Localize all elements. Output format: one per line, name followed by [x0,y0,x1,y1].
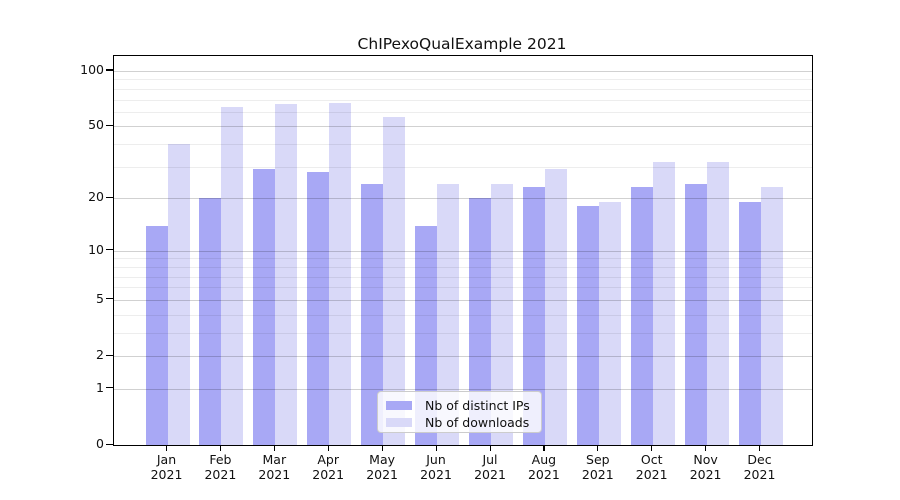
major-gridline [114,299,812,301]
x-tick [327,445,329,451]
bar-distinct-ips-nov [684,184,707,445]
y-tick-label: 50 [88,117,104,133]
bar-downloads-apr [329,103,352,445]
legend-swatch-downloads [386,418,412,427]
x-tick-label: Jul 2021 [474,452,506,482]
major-gridline [114,356,812,357]
minor-gridline [114,258,812,260]
minor-gridline [114,88,812,90]
x-tick [381,445,383,451]
y-tick [106,387,113,389]
x-tick-label: Jan 2021 [150,452,183,482]
y-tick-label: 0 [96,436,104,451]
x-tick [651,445,653,451]
y-tick-label: 20 [88,189,104,205]
x-tick [759,445,761,451]
bar-downloads-may [383,117,406,445]
x-tick-label: May 2021 [366,452,398,482]
x-tick-label: Feb 2021 [204,452,237,482]
bar-distinct-ips-mar [253,169,276,445]
minor-gridline [114,111,812,113]
x-tick [543,445,545,451]
major-gridline [114,388,812,390]
minor-gridline [114,99,812,101]
major-gridline [114,126,812,128]
legend-label-downloads: Nb of downloads [425,415,530,430]
x-tick [273,445,275,451]
x-tick-label: Aug 2021 [527,452,560,482]
major-gridline [114,198,812,200]
bar-downloads-oct [652,161,675,445]
y-tick [106,298,113,300]
legend-item-downloads: Nb of downloads [386,414,532,431]
minor-gridline [114,276,812,278]
bar-distinct-ips-jun [415,225,438,445]
y-tick [106,124,113,126]
bar-distinct-ips-jul [468,198,491,445]
x-tick [166,445,168,451]
y-tick [106,69,113,71]
x-tick [219,445,222,451]
x-tick-label: Apr 2021 [312,452,345,482]
y-tick-label: 5 [96,290,104,306]
y-tick-label: 1 [96,379,104,395]
legend: Nb of distinct IPs Nb of downloads [377,391,542,433]
minor-gridline [114,79,812,81]
bar-downloads-nov [706,161,729,445]
minor-gridline [114,266,812,268]
x-tick-label: Sep 2021 [581,452,614,482]
chart-title: ChIPexoQualExample 2021 [357,35,567,53]
legend-item-distinct-ips: Nb of distinct IPs [386,397,532,414]
bar-downloads-mar [275,104,298,445]
y-tick [106,196,113,198]
x-tick [705,445,707,451]
bar-downloads-jun [437,184,460,445]
x-tick [597,445,599,451]
legend-label-distinct-ips: Nb of distinct IPs [425,398,530,413]
x-tick-label: Mar 2021 [258,452,291,482]
bar-distinct-ips-aug [522,187,545,445]
bar-downloads-jan [167,144,190,445]
y-tick [106,443,113,445]
bar-downloads-aug [544,169,567,445]
x-tick-label: Jun 2021 [420,452,452,482]
minor-gridline [114,314,812,316]
minor-gridline [114,166,812,168]
y-tick-label: 100 [80,61,104,77]
bar-distinct-ips-apr [307,172,330,445]
x-tick-label: Nov 2021 [689,452,722,482]
legend-swatch-distinct-ips [386,401,412,410]
bar-distinct-ips-may [361,184,384,445]
major-gridline [114,250,812,252]
bar-downloads-feb [221,106,244,445]
bar-distinct-ips-oct [630,187,653,445]
y-tick-label: 2 [96,347,104,362]
minor-gridline [114,144,812,145]
minor-gridline [114,332,812,334]
bar-distinct-ips-feb [199,198,222,445]
bar-downloads-sep [598,202,621,445]
minor-gridline [114,287,812,289]
plot-area [113,55,813,446]
x-tick-label: Dec 2021 [743,452,776,482]
bar-distinct-ips-dec [738,202,761,445]
x-tick [435,445,437,451]
bar-downloads-jul [490,184,513,445]
bar-distinct-ips-jan [145,225,168,445]
bar-downloads-dec [760,187,783,445]
y-tick-label: 10 [88,241,104,257]
y-tick [106,249,113,251]
x-tick [489,445,491,451]
x-tick-label: Oct 2021 [635,452,668,482]
bar-distinct-ips-sep [576,206,599,445]
y-tick [106,354,113,356]
major-gridline [114,70,812,72]
